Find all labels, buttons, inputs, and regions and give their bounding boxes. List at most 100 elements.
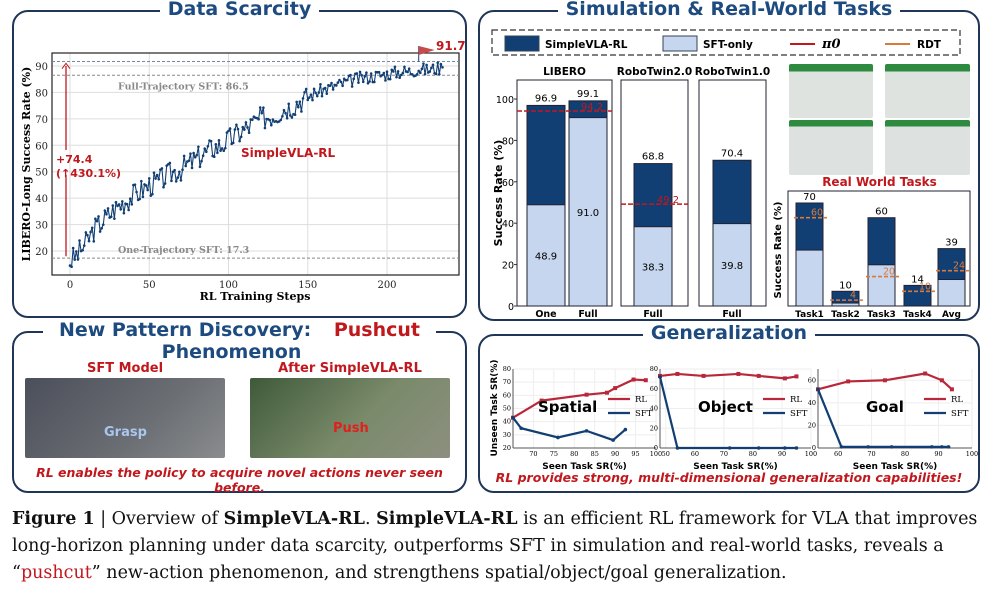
data-point (395, 75, 398, 79)
data-point (227, 129, 230, 133)
data-point (81, 248, 84, 252)
y-tick-label: 80 (502, 136, 514, 147)
data-point (94, 217, 97, 221)
bar-sft (831, 302, 860, 307)
data-point (301, 97, 305, 100)
data-point (866, 445, 871, 449)
group-title: LIBERO (543, 66, 586, 78)
data-point (285, 116, 289, 120)
data-point (173, 168, 176, 172)
legend-swatch (662, 35, 698, 52)
y-tick-label: 100 (496, 95, 514, 106)
data-point (84, 231, 88, 234)
plot-frame (51, 52, 460, 276)
data-point (128, 197, 132, 201)
x-tick-label: Avg (942, 310, 961, 320)
data-point (406, 70, 409, 74)
data-point (179, 179, 183, 182)
data-point (325, 92, 329, 95)
y-tick-label: 90 (35, 62, 48, 73)
data-point (422, 62, 425, 65)
data-point (296, 105, 300, 109)
data-point (430, 66, 433, 70)
data-point (195, 153, 199, 157)
data-point (420, 67, 424, 71)
x-tick-label: 80 (749, 450, 757, 458)
data-point (181, 168, 184, 172)
data-point (940, 445, 944, 449)
series-line-rl (659, 372, 797, 380)
bar-value-rl: 68.8 (642, 152, 664, 163)
real-world-photo (885, 64, 970, 118)
data-point (782, 376, 787, 381)
data-point (411, 73, 414, 76)
data-point (889, 445, 894, 449)
data-point (428, 70, 432, 73)
data-point (355, 72, 359, 75)
y-tick-label: 60 (808, 376, 816, 384)
real-world-label: Real World Tasks (822, 175, 937, 189)
y-tick-label: 20 (808, 421, 816, 429)
series-line-sft (512, 417, 627, 442)
rdt-value: 10 (919, 281, 931, 292)
panel-title: Data Scarcity (159, 0, 320, 20)
y-tick-label: 80 (503, 365, 511, 373)
data-point (349, 73, 352, 77)
data-point (151, 192, 154, 196)
data-point (231, 141, 235, 145)
bar-value-rl: 10 (839, 280, 852, 291)
data-point (319, 82, 322, 86)
y-tick-label: 50 (503, 405, 511, 413)
sft-model-label: SFT Model (86, 361, 164, 376)
data-point (415, 72, 419, 76)
legend-label: RL (790, 395, 802, 405)
y-axis-label: Unseen Task SR(%) (490, 359, 500, 456)
legend-label: π0 (821, 37, 841, 52)
data-point (214, 143, 218, 146)
data-point (187, 159, 191, 163)
data-point (70, 265, 73, 269)
x-tick-label: 90 (778, 450, 786, 458)
y-tick-label: 40 (650, 405, 658, 413)
data-point (250, 118, 254, 122)
y-tick-label: 60 (650, 385, 658, 393)
real-world-photo (789, 120, 873, 175)
data-point (268, 118, 272, 122)
x-tick-label: Full (643, 309, 662, 320)
data-point (90, 226, 94, 230)
data-point (382, 71, 386, 75)
legend-box (491, 29, 961, 56)
data-point (133, 183, 137, 186)
data-point (262, 106, 265, 110)
data-point (76, 258, 80, 261)
data-point (366, 82, 370, 85)
data-point (127, 208, 130, 212)
data-point (341, 84, 344, 87)
y-tick-label: 60 (502, 178, 514, 189)
data-point (365, 71, 368, 75)
data-point (236, 127, 240, 131)
data-point (783, 446, 787, 450)
data-point (233, 128, 237, 131)
bar-sft (795, 249, 824, 307)
x-tick-label: 100 (650, 450, 662, 458)
data-point (103, 209, 107, 212)
data-point (701, 373, 706, 378)
data-point (431, 63, 435, 67)
data-point (295, 100, 298, 104)
data-point (287, 102, 291, 106)
data-point (92, 240, 96, 243)
data-point (393, 65, 397, 69)
data-point (539, 398, 544, 403)
x-axis-label: RL Training Steps (200, 290, 311, 303)
data-point (282, 108, 286, 112)
rl-model-label: After SimpleVLA-RL (278, 361, 422, 376)
data-point (439, 62, 443, 66)
data-point (306, 98, 310, 102)
data-point (358, 70, 362, 74)
data-point (309, 93, 313, 97)
data-point (556, 435, 560, 440)
data-point (293, 113, 297, 117)
x-tick-label: Task3 (867, 310, 896, 320)
data-point (157, 177, 161, 181)
